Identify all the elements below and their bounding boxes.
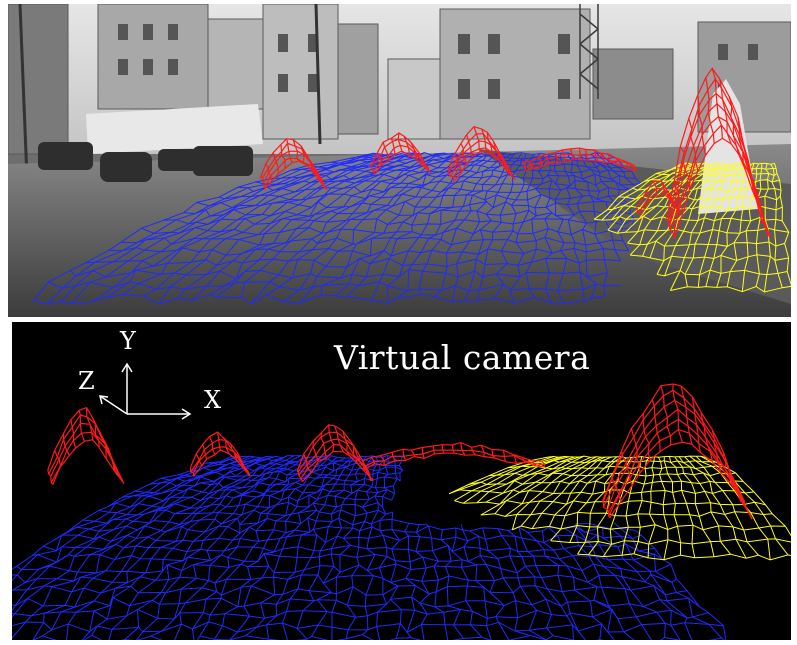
obstacle-grid-wireframe xyxy=(259,67,771,240)
obstacle-grid-wireframe xyxy=(47,383,753,520)
buildings xyxy=(8,4,791,155)
crane-tower xyxy=(579,4,599,99)
white-wall xyxy=(86,104,263,154)
virtual-camera-view: Virtual camera Y Z X xyxy=(12,322,791,640)
sidewalk-grid-wireframe xyxy=(448,455,791,561)
axis-label-z: Z xyxy=(78,367,95,395)
camera-view-canvas xyxy=(8,4,791,317)
axis-arrows xyxy=(99,362,192,420)
virtual-camera-canvas xyxy=(12,362,791,640)
building-windows xyxy=(118,24,758,100)
axis-label-y: Y xyxy=(120,327,136,355)
camera-view-photo xyxy=(8,4,791,317)
parked-cars xyxy=(38,142,253,182)
road-grid-wireframe xyxy=(12,454,727,640)
z-axis-arrow xyxy=(99,395,128,415)
axis-label-x: X xyxy=(204,386,222,414)
virtual-camera-label: Virtual camera xyxy=(334,338,591,377)
